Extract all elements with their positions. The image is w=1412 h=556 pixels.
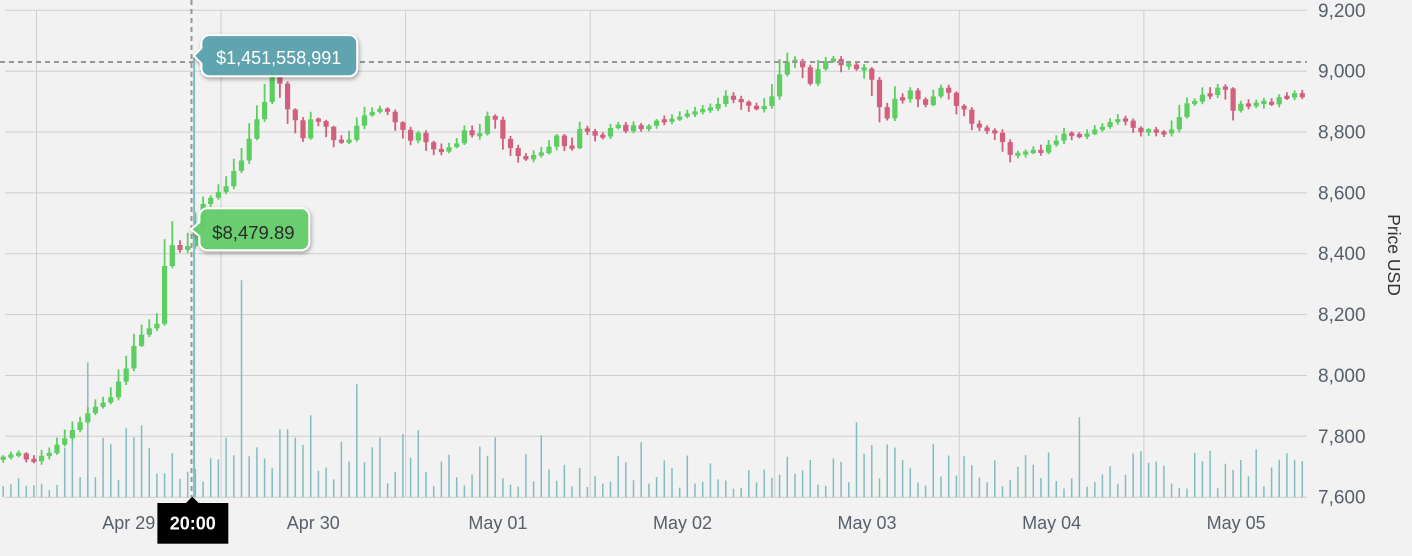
svg-text:May 01: May 01 [468,513,527,533]
svg-text:8,000: 8,000 [1318,366,1366,387]
svg-text:$8,479.89: $8,479.89 [212,222,294,243]
svg-text:9,000: 9,000 [1318,62,1366,83]
svg-text:May 03: May 03 [837,513,896,533]
svg-text:Price USD: Price USD [1384,214,1404,296]
svg-text:20:00: 20:00 [170,514,216,534]
svg-text:8,200: 8,200 [1318,305,1366,326]
svg-text:7,800: 7,800 [1318,427,1366,448]
svg-text:May 05: May 05 [1207,513,1266,533]
svg-text:May 04: May 04 [1022,513,1081,533]
svg-text:May 02: May 02 [653,513,712,533]
svg-text:Apr 30: Apr 30 [287,513,340,533]
svg-text:9,200: 9,200 [1318,1,1366,22]
svg-text:7,600: 7,600 [1318,488,1366,509]
svg-text:Apr 29: Apr 29 [102,513,155,533]
svg-text:8,600: 8,600 [1318,183,1366,204]
svg-text:8,800: 8,800 [1318,123,1366,144]
svg-text:8,400: 8,400 [1318,244,1366,265]
svg-text:$1,451,558,991: $1,451,558,991 [216,48,341,68]
